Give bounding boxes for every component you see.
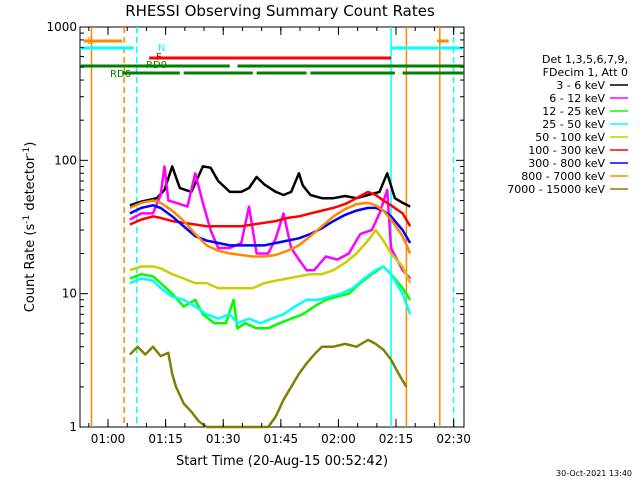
- flag-label-s: S: [87, 36, 93, 47]
- legend-header-0: Det 1,3,5,6,7,9,: [542, 53, 628, 66]
- flag-label-f: F: [156, 52, 162, 63]
- count-rate-series: [129, 165, 412, 429]
- legend-label-0: 3 - 6 keV: [556, 79, 605, 92]
- x-tick-label-4: 02:00: [321, 432, 356, 446]
- x-tick-label-3: 01:45: [264, 432, 299, 446]
- series-line-4: [129, 228, 412, 290]
- series-line-1: [129, 165, 412, 280]
- x-tick-label-5: 02:15: [379, 432, 414, 446]
- legend-label-3: 25 - 50 keV: [542, 118, 605, 131]
- series-line-0: [129, 165, 411, 208]
- legend-label-4: 50 - 100 keV: [535, 131, 605, 144]
- legend-label-1: 6 - 12 keV: [549, 92, 605, 105]
- x-tick-label-2: 01:30: [206, 432, 241, 446]
- y-tick-label-3: 1000: [46, 20, 77, 34]
- series-line-8: [129, 338, 408, 429]
- plot-frame: [79, 26, 465, 428]
- x-tick-label-1: 01:15: [148, 432, 183, 446]
- series-line-3: [129, 265, 412, 325]
- y-axis-label: Count Rate (s-1 detector-1): [22, 142, 38, 313]
- x-axis-label: Start Time (20-Aug-15 00:52:42): [176, 454, 388, 469]
- chart-title: RHESSI Observing Summary Count Rates: [125, 2, 435, 20]
- series-line-7: [129, 199, 412, 258]
- legend-label-5: 100 - 300 keV: [528, 144, 605, 157]
- flag-label-rd0: RD0: [146, 60, 167, 71]
- footer-date-stamp: 30-Oct-2021 13:40: [556, 469, 632, 478]
- legend-header-1: FDecim 1, Att 0: [543, 66, 628, 79]
- flag-label-rd6: RD6: [110, 69, 131, 80]
- x-tick-label-6: 02:30: [436, 432, 471, 446]
- series-line-5: [129, 190, 412, 228]
- legend-label-6: 300 - 800 keV: [528, 157, 605, 170]
- legend-label-7: 800 - 7000 keV: [521, 170, 605, 183]
- legend-label-8: 7000 - 15000 keV: [507, 183, 605, 196]
- flag-label-n: N: [158, 43, 165, 54]
- series-line-6: [129, 204, 412, 247]
- legend-label-2: 12 - 25 keV: [542, 105, 605, 118]
- y-tick-label-2: 100: [54, 153, 77, 167]
- y-tick-label-0: 1: [69, 420, 77, 434]
- axes: 1 10 100 1000 01:00 01:15 01:30 01:45 02:00 02:15…: [46, 20, 470, 446]
- y-tick-label-1: 10: [62, 287, 77, 301]
- x-tick-label-0: 01:00: [91, 432, 126, 446]
- legend: Det 1,3,5,6,7,9,FDecim 1, Att 03 - 6 keV…: [507, 53, 628, 196]
